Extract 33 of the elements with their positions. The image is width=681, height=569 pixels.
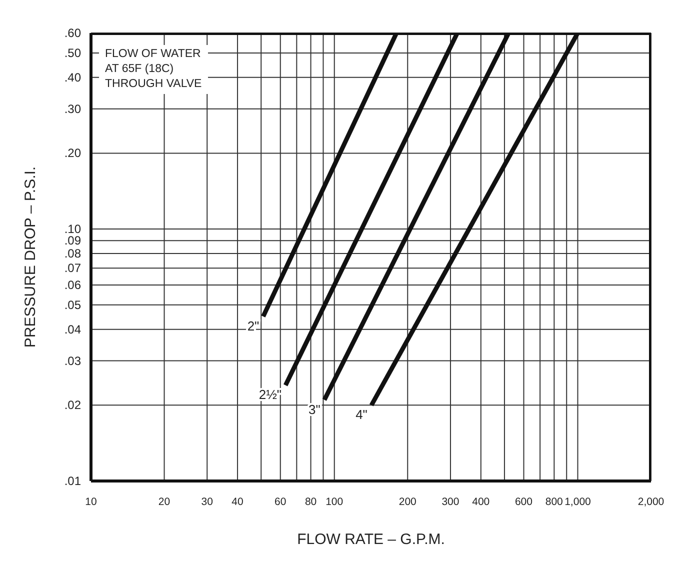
y-tick-label: .50 — [64, 46, 82, 60]
x-tick-label: 60 — [274, 496, 286, 508]
x-tick-label: 80 — [304, 496, 317, 508]
annotation: FLOW OF WATER AT 65F (18C) THROUGH VALVE — [99, 45, 208, 94]
y-tick-label: .40 — [64, 70, 82, 84]
x-tick-label: 200 — [398, 496, 417, 508]
x-tick-label: 300 — [442, 496, 460, 508]
x-tick-label: 400 — [472, 496, 490, 508]
y-tick-label: .06 — [64, 278, 82, 292]
y-axis-title: PRESSURE DROP – P.S.I. — [22, 166, 39, 348]
y-tick-label: .07 — [64, 261, 82, 276]
y-tick-label: .30 — [64, 102, 82, 116]
x-tick-label: 800 — [545, 496, 564, 508]
x-tick-label: 30 — [201, 496, 214, 508]
x-tick-label: 20 — [158, 496, 170, 508]
y-tick-label: .10 — [64, 222, 82, 236]
y-tick-label: .09 — [64, 234, 82, 248]
y-tick-label: .04 — [64, 322, 82, 336]
x-tick-label: 2,000 — [638, 496, 664, 508]
y-tick-label: .03 — [64, 354, 82, 368]
x-tick-label: 10 — [85, 496, 97, 508]
x-tick-label: 1,000 — [564, 496, 592, 508]
x-tick-label: 600 — [514, 496, 533, 508]
y-tick-label: .20 — [64, 146, 82, 160]
y-tick-label: .01 — [64, 474, 82, 488]
y-tick-label: .08 — [64, 246, 82, 260]
x-axis-title: FLOW RATE – G.P.M. — [296, 531, 446, 548]
y-tick-label: .05 — [64, 298, 82, 312]
x-tick-label: 100 — [326, 496, 344, 508]
x-tick-label: 40 — [232, 496, 244, 508]
series-label: 4" — [356, 407, 368, 422]
y-tick-label: .60 — [64, 26, 82, 40]
y-tick-label: .02 — [64, 398, 82, 412]
